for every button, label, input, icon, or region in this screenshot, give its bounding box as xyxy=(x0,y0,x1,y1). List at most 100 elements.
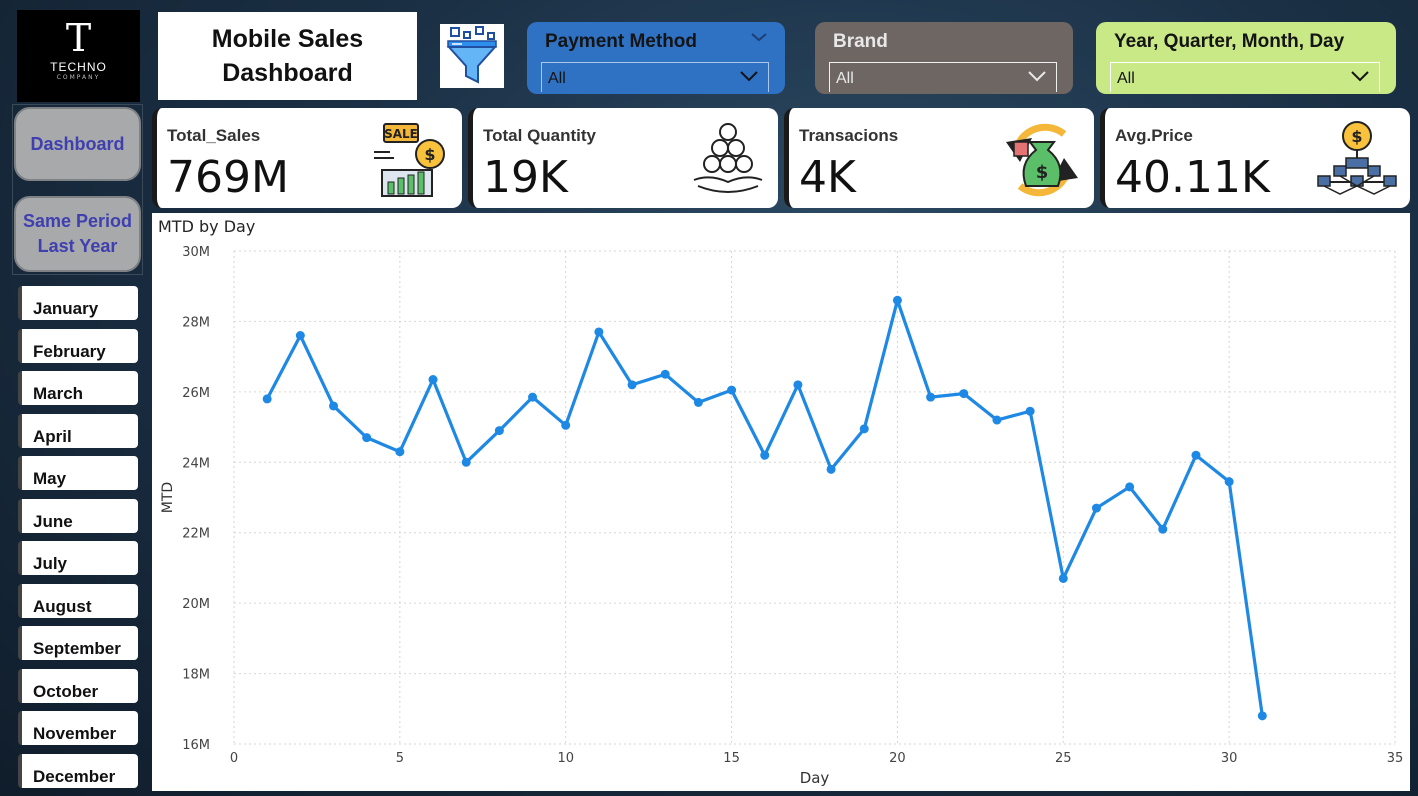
brand-value: All xyxy=(836,70,854,87)
same-period-label-line-2: Last Year xyxy=(37,236,118,256)
month-button-october[interactable]: October xyxy=(18,668,138,703)
x-tick-label: 5 xyxy=(396,751,404,766)
month-button-september[interactable]: September xyxy=(18,626,138,660)
dashboard-nav-label: Dashboard xyxy=(30,133,125,154)
date-hierarchy-label: Year, Quarter, Month, Day xyxy=(1114,31,1345,52)
data-point xyxy=(727,385,737,395)
kpi-label: Transacions xyxy=(799,126,899,145)
mtd-line-chart[interactable]: 16M 18M 20M 22M 24M 26M 28M 30M 0 5 10 15 20 25 30 35 Da… xyxy=(152,213,1410,791)
same-period-last-year-button[interactable]: Same Period Last Year xyxy=(14,196,141,272)
svg-text:$: $ xyxy=(1036,162,1049,183)
logo-name: TECHNO xyxy=(50,60,107,74)
data-point xyxy=(793,380,803,390)
data-point xyxy=(660,369,670,379)
data-point xyxy=(1257,711,1267,721)
data-point xyxy=(760,450,770,460)
x-tick-label: 20 xyxy=(889,751,906,766)
payment-method-dropdown[interactable]: All xyxy=(541,62,769,92)
kpi-card-transactions: Transacions 4K $ xyxy=(784,108,1094,208)
month-button-may[interactable]: May xyxy=(18,456,138,490)
kpi-value: 19K xyxy=(483,152,568,203)
data-point xyxy=(892,295,902,305)
month-button-march[interactable]: March xyxy=(18,371,138,405)
x-tick-label: 0 xyxy=(230,751,238,766)
kpi-value: 4K xyxy=(799,152,856,203)
svg-text:SALE: SALE xyxy=(384,127,418,141)
kpi-label: Avg.Price xyxy=(1115,126,1193,145)
data-point xyxy=(395,447,405,457)
kpi-value: 769M xyxy=(167,152,289,203)
sale-chart-icon: SALE $ xyxy=(374,123,445,197)
y-tick-label: 20M xyxy=(182,597,210,612)
kpi-card-avg-price: Avg.Price 40.11K $ xyxy=(1100,108,1410,208)
y-tick-label: 24M xyxy=(182,456,210,471)
payment-method-label: Payment Method xyxy=(545,31,698,52)
money-bag-cycle-icon: $ xyxy=(1006,123,1078,197)
payment-method-slicer[interactable]: Payment Method All xyxy=(527,22,785,94)
data-point xyxy=(295,331,305,341)
x-tick-label: 30 xyxy=(1221,751,1238,766)
data-point xyxy=(1224,477,1234,487)
coins-stack-hand-icon xyxy=(693,123,763,193)
data-point xyxy=(428,375,438,385)
svg-text:$: $ xyxy=(424,145,435,164)
data-point xyxy=(329,401,339,411)
y-tick-label: 22M xyxy=(182,527,210,542)
y-tick-label: 26M xyxy=(182,386,210,401)
date-hierarchy-value: All xyxy=(1117,70,1135,87)
month-button-january[interactable]: January xyxy=(18,286,138,320)
date-hierarchy-slicer[interactable]: Year, Quarter, Month, Day All xyxy=(1096,22,1396,94)
brand-label: Brand xyxy=(833,31,888,52)
month-button-november[interactable]: November xyxy=(18,711,138,745)
y-axis-label: MTD xyxy=(160,482,176,513)
data-point xyxy=(992,415,1002,425)
kpi-label: Total Quantity xyxy=(483,126,597,145)
chevron-up-icon xyxy=(751,33,767,42)
chevron-down-icon xyxy=(1028,71,1046,82)
kpi-card-total-sales: Total_Sales 769M SALE $ xyxy=(152,108,462,208)
mtd-by-day-chart-panel: MTD by Day 16M 18M 20M 22M 24M 26M 28M 30M 0 5 10 1… xyxy=(152,213,1410,791)
chart-title: MTD by Day xyxy=(158,217,256,236)
data-point xyxy=(561,420,571,430)
month-button-july[interactable]: July xyxy=(18,541,138,575)
data-point xyxy=(826,464,836,474)
month-button-august[interactable]: August xyxy=(18,583,138,618)
date-hierarchy-dropdown[interactable]: All xyxy=(1110,62,1380,92)
series-line-mtd xyxy=(265,298,1264,717)
chevron-down-icon xyxy=(740,71,758,82)
month-button-april[interactable]: April xyxy=(18,413,138,448)
kpi-label: Total_Sales xyxy=(167,126,261,145)
month-button-june[interactable]: June xyxy=(18,498,138,533)
dashboard-title: Mobile Sales Dashboard xyxy=(158,12,417,100)
logo-letter: T xyxy=(65,16,92,60)
y-tick-label: 28M xyxy=(182,315,210,330)
nav-frame xyxy=(12,104,143,275)
title-line-1: Mobile Sales xyxy=(211,25,364,53)
data-point xyxy=(1091,503,1101,513)
dashboard-nav-button[interactable]: Dashboard xyxy=(14,107,141,181)
month-button-february[interactable]: February xyxy=(18,328,138,363)
title-line-2: Dashboard xyxy=(222,59,353,87)
data-point xyxy=(959,389,969,399)
filter-funnel-icon[interactable] xyxy=(440,24,504,88)
y-tick-label: 18M xyxy=(182,668,210,683)
data-point xyxy=(594,327,604,337)
kpi-card-total-quantity: Total Quantity 19K xyxy=(468,108,778,208)
data-point xyxy=(262,394,272,404)
x-tick-label: 35 xyxy=(1387,751,1404,766)
data-point xyxy=(494,426,504,436)
data-point xyxy=(1025,406,1035,416)
data-point xyxy=(362,433,372,443)
company-logo: T TECHNO COMPANY xyxy=(17,10,140,102)
month-button-december[interactable]: December xyxy=(18,753,138,788)
data-point xyxy=(1058,573,1068,583)
brand-slicer[interactable]: Brand All xyxy=(815,22,1073,94)
chevron-down-icon xyxy=(1351,71,1369,82)
brand-dropdown[interactable]: All xyxy=(829,62,1057,92)
x-tick-label: 15 xyxy=(723,751,740,766)
data-point xyxy=(461,457,471,467)
data-point xyxy=(528,392,538,402)
data-point xyxy=(859,424,869,434)
x-tick-label: 25 xyxy=(1055,751,1072,766)
logo-subtitle: COMPANY xyxy=(56,74,101,81)
